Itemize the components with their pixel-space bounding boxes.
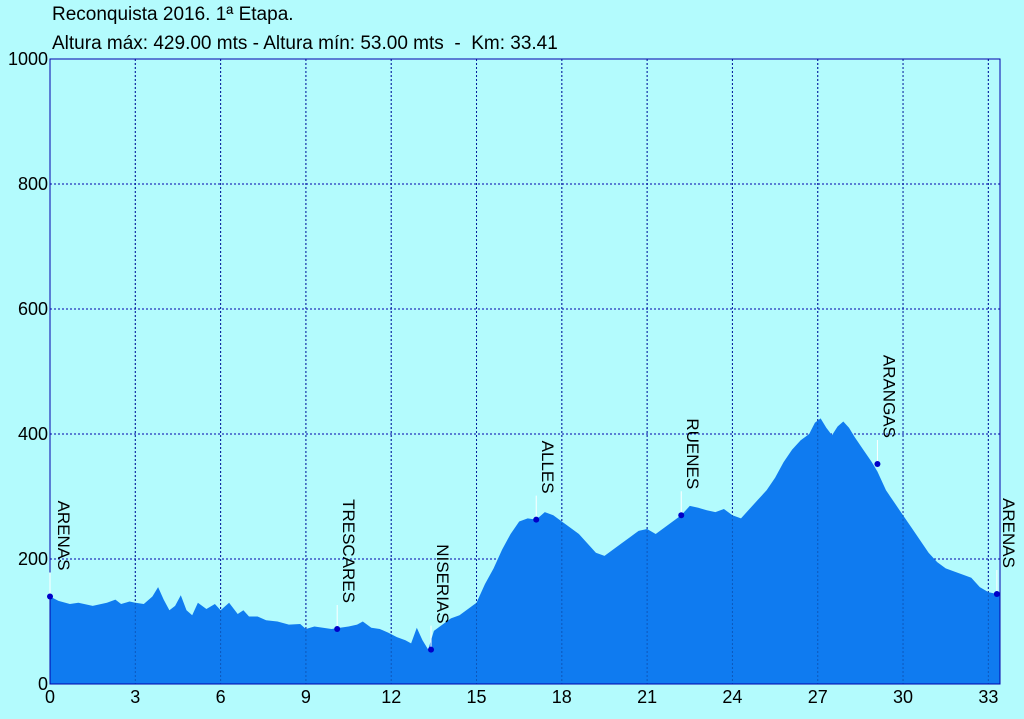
x-tick-label-4: 12	[381, 687, 401, 707]
waypoint-2: NISERIAS	[428, 544, 452, 653]
x-tick-label-0: 0	[45, 687, 55, 707]
waypoint-marker-5	[874, 461, 881, 467]
elevation-area	[50, 59, 1000, 684]
x-tick-label-11: 33	[978, 687, 998, 707]
waypoint-marker-6	[993, 591, 1000, 597]
waypoint-marker-4	[678, 512, 685, 519]
plot-frame	[49, 58, 1001, 685]
waypoint-label-4: RUENES	[683, 418, 702, 489]
waypoint-marker-3	[533, 516, 540, 523]
waypoint-label-0: ARENAS	[54, 501, 73, 571]
waypoint-1: TRESCARES	[334, 499, 358, 632]
axis-ticks: 0 3 6 9 12 15 18 21 24 27 30 33 0 200 400 600 800 1000	[8, 49, 998, 707]
x-tick-label-6: 18	[552, 687, 572, 707]
waypoint-label-6: ARENAS	[999, 498, 1018, 568]
waypoint-4: RUENES	[678, 418, 702, 519]
elevation-series-0	[50, 418, 1000, 684]
y-tick-label-2: 400	[18, 424, 48, 444]
x-tick-label-5: 15	[467, 687, 487, 707]
waypoint-marker-0	[47, 593, 53, 600]
x-tick-label-7: 21	[637, 687, 657, 707]
x-tick-label-10: 30	[893, 687, 913, 707]
waypoint-marker-1	[334, 626, 341, 632]
chart-subtitle: Altura máx: 429.00 mts - Altura mín: 53.…	[52, 33, 558, 54]
waypoint-5: ARANGAS	[874, 355, 898, 467]
waypoint-label-3: ALLES	[538, 441, 557, 494]
x-tick-label-8: 24	[722, 687, 742, 707]
y-tick-label-4: 800	[18, 174, 48, 194]
waypoint-label-1: TRESCARES	[339, 499, 358, 603]
plot-border	[49, 58, 1001, 685]
waypoint-0: ARENAS	[47, 501, 73, 600]
y-tick-label-1: 200	[18, 549, 48, 569]
y-tick-label-5: 1000	[8, 49, 48, 69]
waypoint-marker-2	[428, 646, 435, 653]
waypoint-3: ALLES	[533, 441, 557, 523]
waypoint-6: ARENAS	[993, 498, 1018, 597]
waypoint-label-2: NISERIAS	[433, 544, 452, 623]
x-tick-label-2: 6	[216, 687, 226, 707]
waypoint-label-5: ARANGAS	[879, 355, 898, 438]
x-tick-label-9: 27	[808, 687, 828, 707]
chart-title: Reconquista 2016. 1ª Etapa.	[52, 4, 294, 25]
waypoints: ARENAS TRESCARES NISERIAS ALLES RUENES ARANGA…	[47, 355, 1018, 653]
x-tick-label-3: 9	[301, 687, 311, 707]
y-tick-label-3: 600	[18, 299, 48, 319]
y-tick-label-0: 0	[38, 674, 48, 694]
x-tick-label-1: 3	[130, 687, 140, 707]
